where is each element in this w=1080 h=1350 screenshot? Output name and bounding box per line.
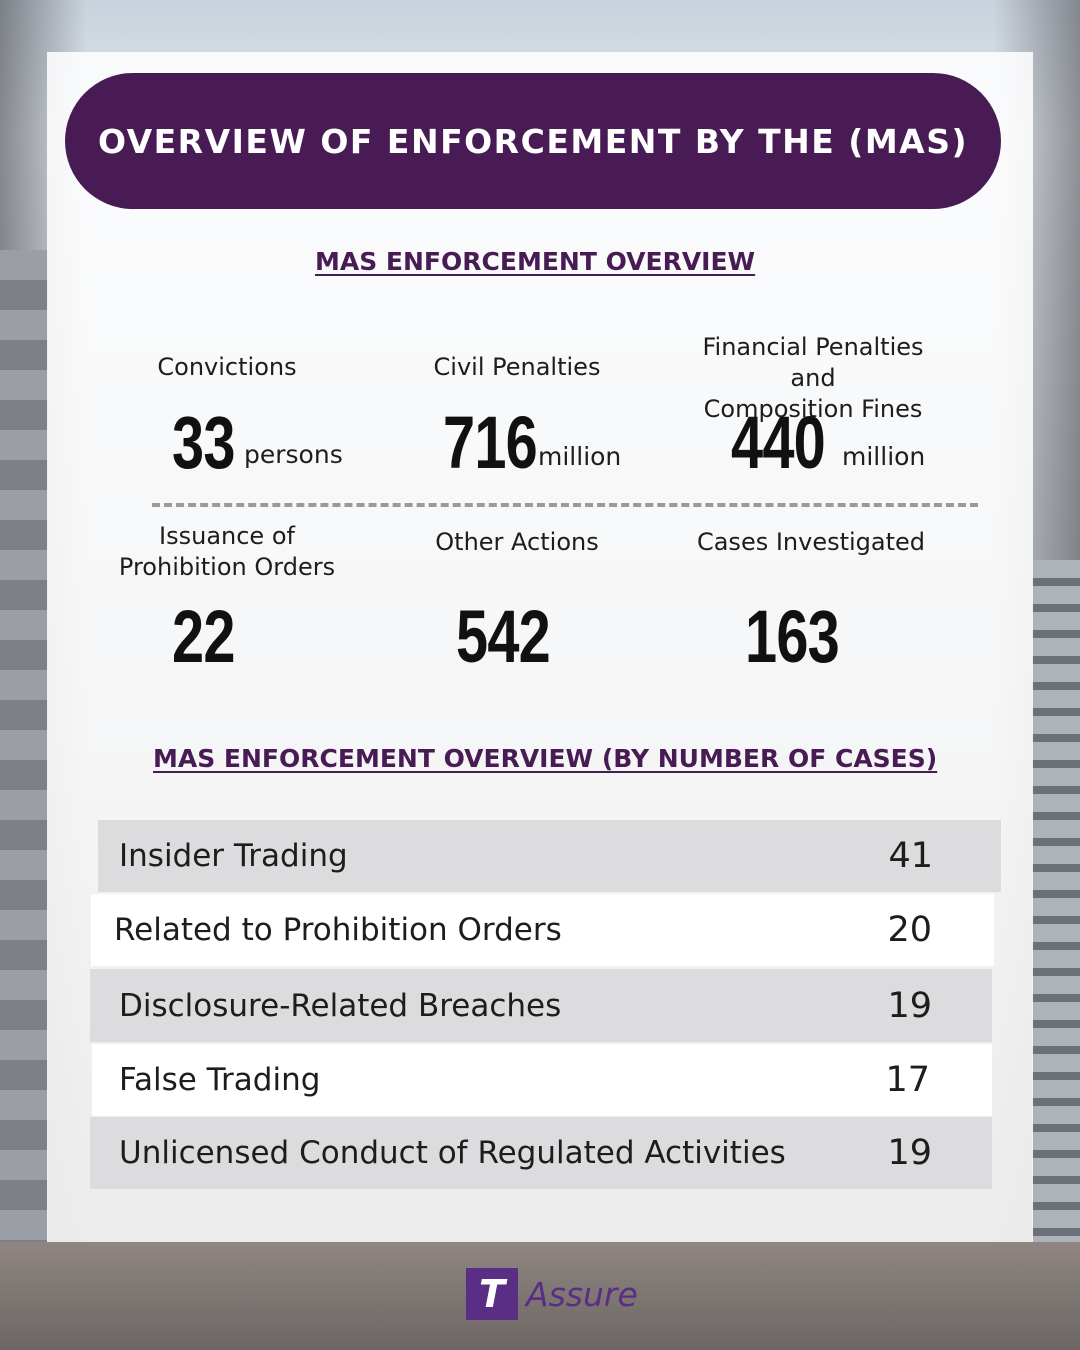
background-building-left xyxy=(0,250,48,1350)
stat-label-prohibition-orders: Issuance of Prohibition Orders xyxy=(118,522,336,581)
table-row: Disclosure-Related Breaches 19 xyxy=(90,969,992,1042)
brand-logo: T Assure xyxy=(466,1268,638,1320)
table-row: Unlicensed Conduct of Regulated Activiti… xyxy=(90,1117,992,1189)
row-value: 17 xyxy=(885,1060,930,1100)
stat-value-convictions: 33 xyxy=(172,401,235,484)
stat-unit-financial-penalties: million xyxy=(842,442,926,471)
row-label: Unlicensed Conduct of Regulated Activiti… xyxy=(119,1135,786,1171)
overview-section-title: MAS ENFORCEMENT OVERVIEW xyxy=(315,247,756,276)
cases-section-title: MAS ENFORCEMENT OVERVIEW (BY NUMBER OF C… xyxy=(153,744,938,773)
logo-mark: T xyxy=(466,1268,518,1320)
row-label: Insider Trading xyxy=(119,838,348,874)
table-row: Related to Prohibition Orders 20 xyxy=(91,894,994,966)
stat-label-financial-penalties: Financial Penalties and Composition Fine… xyxy=(702,333,924,423)
table-row: Insider Trading 41 xyxy=(98,820,1001,892)
row-value: 41 xyxy=(888,836,933,876)
row-value: 19 xyxy=(887,1133,932,1173)
logo-wordmark: Assure xyxy=(526,1274,638,1314)
page-title: OVERVIEW OF ENFORCEMENT BY THE (MAS) xyxy=(97,121,969,161)
table-row: False Trading 17 xyxy=(92,1044,992,1116)
row-value: 20 xyxy=(887,910,932,950)
background-building-right xyxy=(1032,560,1080,1350)
stat-value-civil-penalties: 716 xyxy=(443,401,538,484)
stats-divider xyxy=(152,503,978,507)
stat-value-other-actions: 542 xyxy=(456,595,551,678)
background-plaza xyxy=(0,1242,1080,1350)
stat-label-other-actions: Other Actions xyxy=(435,528,599,556)
row-value: 19 xyxy=(887,985,932,1026)
row-label: False Trading xyxy=(119,1062,321,1098)
stat-value-prohibition-orders: 22 xyxy=(172,595,235,678)
stat-unit-convictions: persons xyxy=(244,440,343,469)
stat-label-convictions: Convictions xyxy=(157,353,297,381)
title-banner: OVERVIEW OF ENFORCEMENT BY THE (MAS) xyxy=(65,73,1001,209)
stat-label-civil-penalties: Civil Penalties xyxy=(433,353,601,381)
row-label: Related to Prohibition Orders xyxy=(114,912,562,948)
stat-label-cases-investigated: Cases Investigated xyxy=(696,528,926,556)
row-label: Disclosure-Related Breaches xyxy=(119,987,562,1024)
stat-value-financial-penalties: 440 xyxy=(731,401,826,484)
stat-unit-civil-penalties: million xyxy=(538,442,622,471)
stat-value-cases-investigated: 163 xyxy=(745,595,840,678)
content-card xyxy=(47,52,1033,1242)
